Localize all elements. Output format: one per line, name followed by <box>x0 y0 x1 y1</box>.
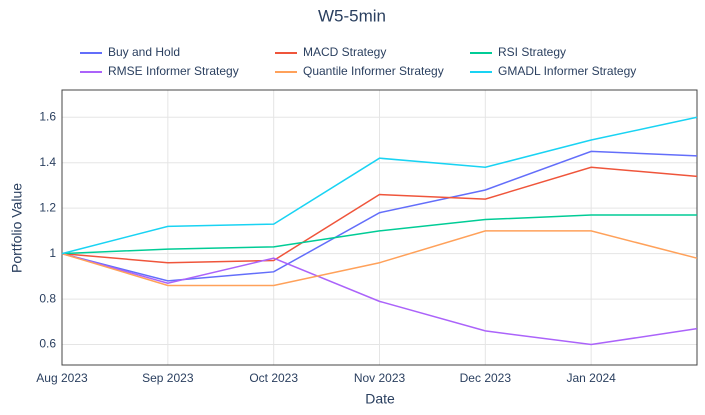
series-line <box>61 166 698 264</box>
y-tick-label: 1.4 <box>39 155 56 169</box>
legend-label: GMADL Informer Strategy <box>498 64 636 78</box>
legend-label: Buy and Hold <box>108 45 180 59</box>
legend-label: Quantile Informer Strategy <box>303 64 444 78</box>
plot-border <box>61 89 698 366</box>
series-line <box>61 252 698 346</box>
y-tick-label: 0.8 <box>39 291 56 305</box>
series-line <box>61 150 698 282</box>
x-tick-label: Aug 2023 <box>36 371 88 385</box>
legend-label: RSI Strategy <box>498 45 566 59</box>
chart-title: W5-5min <box>318 6 386 25</box>
x-axis-title: Date <box>365 391 395 407</box>
y-axis-title: Portfolio Value <box>9 183 25 273</box>
series-line <box>61 214 697 255</box>
y-tick-label: 1.2 <box>39 200 56 214</box>
y-tick-label: 1.6 <box>39 109 56 123</box>
x-tick-label: Nov 2023 <box>354 371 406 385</box>
y-tick-label: 0.6 <box>39 337 56 351</box>
x-tick-label: Dec 2023 <box>460 371 512 385</box>
series-line <box>61 116 698 255</box>
x-tick-label: Oct 2023 <box>249 371 298 385</box>
legend-label: RMSE Informer Strategy <box>108 64 239 78</box>
y-tick-label: 1 <box>49 246 56 260</box>
x-tick-label: Sep 2023 <box>142 371 194 385</box>
series-line <box>61 230 698 287</box>
x-tick-label: Jan 2024 <box>566 371 616 385</box>
legend-label: MACD Strategy <box>303 45 386 59</box>
